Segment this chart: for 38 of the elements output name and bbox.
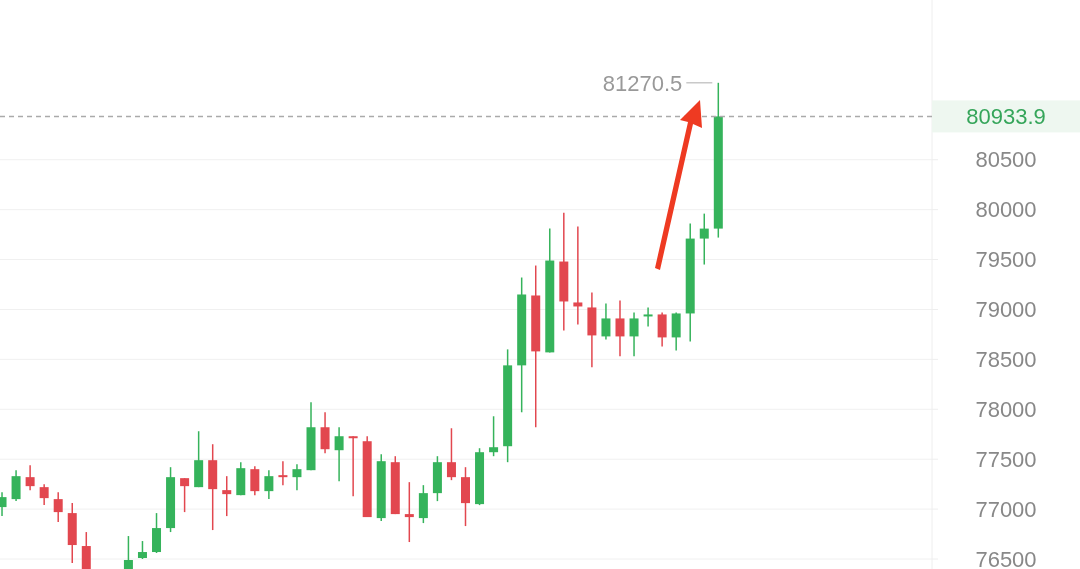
y-tick-label: 76500 — [975, 546, 1037, 569]
y-tick-label: 79500 — [975, 247, 1037, 273]
candlestick — [222, 475, 232, 517]
candlestick — [292, 463, 302, 491]
candlestick — [11, 469, 21, 502]
candlestick — [264, 469, 274, 500]
y-tick-label: 78500 — [975, 347, 1037, 373]
candlestick — [671, 311, 681, 352]
candlestick — [334, 426, 344, 482]
candlestick — [25, 464, 35, 491]
candlestick — [446, 427, 456, 481]
candlestick — [152, 512, 162, 554]
y-tick-label: 80500 — [975, 147, 1037, 173]
candlestick — [180, 477, 190, 513]
candlestick — [81, 531, 91, 569]
y-tick-label: 79000 — [975, 297, 1037, 323]
candlestick — [643, 306, 653, 328]
candlestick — [573, 225, 583, 326]
candlestick — [320, 411, 330, 454]
candlestick — [39, 483, 49, 506]
ref-line-label: 80933.9 — [966, 104, 1046, 130]
y-tick-label: 77500 — [975, 446, 1037, 472]
candlestick — [657, 311, 667, 348]
candlestick — [615, 299, 625, 358]
candlestick — [348, 435, 358, 497]
candlestick — [250, 465, 260, 496]
y-tick-label: 78000 — [975, 396, 1037, 422]
candlestick — [404, 481, 414, 543]
annotation: 81270.5 — [602, 70, 683, 96]
candlestick — [123, 535, 133, 569]
candlestick — [278, 460, 288, 486]
candlestick — [699, 212, 709, 266]
candlestick — [601, 302, 611, 341]
candlestick — [489, 415, 499, 457]
candlestick — [53, 491, 63, 523]
y-tick-label: 80000 — [975, 197, 1037, 223]
candlestick — [629, 311, 639, 358]
y-tick-label: 77000 — [975, 496, 1037, 522]
